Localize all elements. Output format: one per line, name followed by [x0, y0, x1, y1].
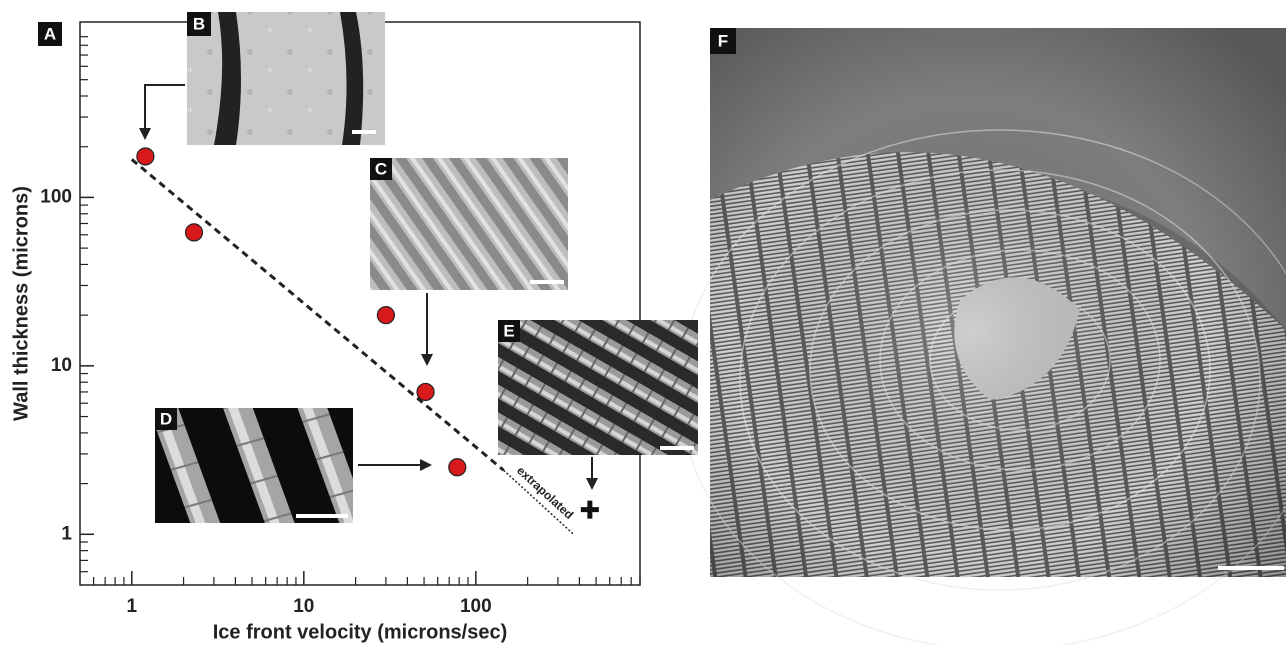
arrow — [145, 85, 185, 130]
scale-bar — [1218, 566, 1284, 570]
scale-bar — [296, 514, 348, 518]
panel-label: B — [193, 14, 205, 33]
data-point — [417, 383, 434, 400]
data-point — [377, 307, 394, 324]
scale-bar — [660, 446, 694, 450]
arrowhead — [420, 459, 432, 471]
data-point — [137, 148, 154, 165]
x-tick-label: 100 — [460, 596, 492, 617]
inset-b: B — [187, 12, 385, 145]
x-tick-label: 1 — [126, 596, 137, 617]
sem-image — [370, 158, 568, 290]
y-tick-label: 100 — [40, 186, 72, 207]
shade — [710, 28, 1286, 577]
arrowhead — [586, 478, 598, 490]
x-axis-label: Ice front velocity (microns/sec) — [213, 621, 508, 643]
body: F 1 10 100 1 10 100 Ice front velocity (micron… — [0, 0, 1286, 645]
inset-e: E — [498, 320, 698, 455]
y-tick-label: 10 — [51, 355, 72, 376]
scale-bar — [352, 130, 376, 134]
arrowhead — [421, 354, 433, 366]
data-point — [449, 459, 466, 476]
inset-c: C — [370, 158, 568, 290]
sem-image — [155, 408, 353, 523]
page: {"chart_data": {"type": "scatter", "xlab… — [0, 0, 1286, 645]
panel-f: F — [680, 28, 1286, 645]
y-axis-label: Wall thickness (microns) — [10, 186, 32, 421]
panel-label: F — [718, 31, 728, 50]
panel-label: C — [375, 159, 387, 178]
inset-d: D — [155, 408, 353, 523]
x-tick-label: 10 — [293, 596, 314, 617]
annotation: extrapolated — [514, 463, 576, 522]
y-tick-label: 1 — [61, 523, 72, 544]
figure: F 1 10 100 1 10 100 Ice front velocity (micron… — [0, 0, 1286, 645]
panel-label: A — [44, 24, 56, 43]
scale-bar — [530, 280, 564, 284]
sem-image — [498, 320, 698, 455]
panel-label: D — [160, 409, 172, 428]
extrapolated-point — [581, 501, 599, 519]
data-point — [186, 224, 203, 241]
panel-label: E — [503, 321, 514, 340]
arrowhead — [139, 128, 151, 140]
